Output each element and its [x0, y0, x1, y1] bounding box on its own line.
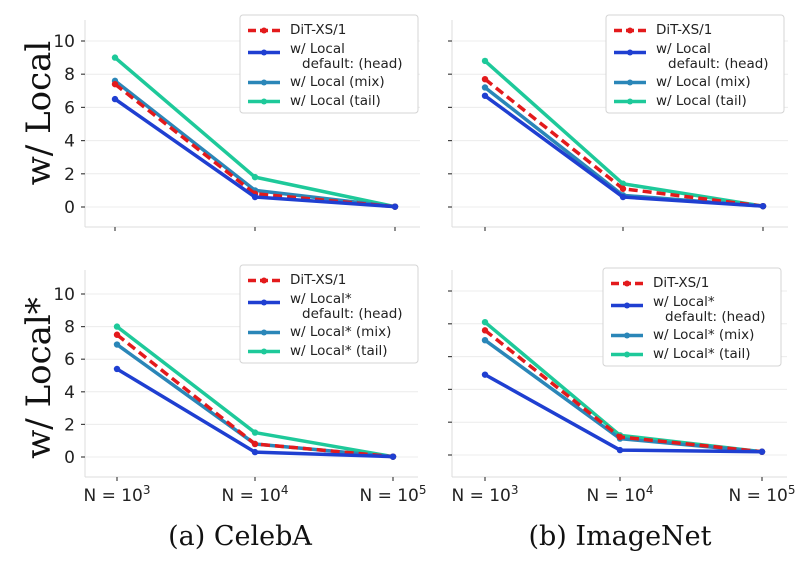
legend-marker — [627, 98, 633, 105]
legend-marker — [261, 348, 267, 355]
y-tick-label: 0 — [64, 198, 75, 218]
legend-box — [602, 267, 782, 367]
data-point — [619, 185, 627, 192]
legend-label-line2: default: (head) — [668, 56, 769, 72]
data-point — [481, 327, 489, 334]
data-point — [481, 337, 489, 344]
legend-label: DiT-XS/1 — [290, 22, 346, 38]
data-point — [481, 84, 489, 91]
legend-label: w/ Local — [656, 41, 711, 57]
legend-marker — [261, 329, 267, 336]
legend-label: w/ Local (tail) — [656, 93, 747, 109]
legend-label: w/ Local* (mix) — [653, 327, 754, 343]
y-tick-label: 0 — [64, 448, 75, 468]
legend-label: w/ Local — [290, 41, 345, 57]
data-point — [481, 371, 489, 378]
y-tick-label: 6 — [64, 98, 75, 118]
data-point — [616, 446, 624, 454]
y-tick-label: 10 — [53, 32, 75, 52]
legend-label-line2: default: (head) — [302, 306, 403, 322]
x-tick-label: N = 103 — [451, 483, 518, 506]
y-tick-label: 2 — [64, 165, 75, 185]
data-point — [251, 429, 259, 436]
legend-marker — [261, 299, 267, 306]
data-point — [111, 95, 119, 103]
data-point — [111, 54, 119, 61]
y-tick-label: 10 — [53, 285, 75, 305]
y-tick-label: 4 — [64, 383, 75, 403]
legend-box — [239, 264, 419, 364]
chart-panel-imagenet-local-star: N = 103 N = 104 N = 105 DiT-XS/1 w/ Local*de… — [448, 267, 796, 506]
legend-marker — [624, 351, 630, 358]
row-label-top: w/ Local — [19, 41, 59, 186]
legend-marker — [627, 27, 633, 34]
row-label-bottom: w/ Local* — [19, 297, 59, 459]
data-point — [481, 92, 489, 99]
legend-marker — [261, 49, 267, 56]
data-point — [251, 440, 259, 448]
data-point — [251, 193, 259, 201]
data-point — [391, 203, 399, 210]
col-label-left: (a) CelebA — [168, 521, 312, 552]
legend: DiT-XS/1 w/ Local*default: (head) w/ Local… — [239, 264, 419, 364]
y-tick-label: 8 — [64, 318, 75, 338]
data-point — [113, 365, 121, 373]
y-tick-label: 4 — [64, 132, 75, 152]
data-point — [113, 331, 121, 338]
legend-label: w/ Local* — [290, 291, 352, 307]
x-tick-label: N = 105 — [359, 483, 426, 506]
legend-marker — [261, 98, 267, 105]
y-tick-label: 6 — [64, 350, 75, 370]
legend-marker — [624, 280, 630, 287]
data-point — [481, 75, 489, 83]
data-point — [759, 202, 767, 210]
legend-label: w/ Local* (mix) — [290, 324, 391, 340]
legend-label: DiT-XS/1 — [656, 22, 712, 38]
legend-box — [605, 14, 785, 114]
data-point — [113, 323, 121, 330]
chart-panel-celeba-local-star: 0 2 4 6 8 10 N = 103 N = 104 N = 105 DiT-XS/1 w/ L… — [53, 264, 427, 506]
legend-label: DiT-XS/1 — [290, 272, 346, 288]
legend: DiT-XS/1 w/ Local*default: (head) w/ Local… — [602, 267, 782, 367]
x-tick-label: N = 103 — [83, 483, 150, 506]
y-tick-label: 8 — [64, 65, 75, 85]
data-point — [113, 341, 121, 348]
y-tick-label: 2 — [64, 415, 75, 435]
data-point — [481, 318, 489, 326]
legend-label: w/ Local* (tail) — [290, 343, 388, 359]
legend-marker — [627, 49, 633, 56]
data-point — [616, 433, 624, 441]
data-point — [758, 448, 766, 455]
legend-label-line2: default: (head) — [665, 309, 766, 325]
legend-label: w/ Local (tail) — [290, 93, 381, 109]
legend-box — [239, 14, 419, 114]
x-tick-label: N = 104 — [221, 483, 288, 506]
legend-label: w/ Local (mix) — [290, 74, 385, 90]
data-point — [389, 453, 397, 460]
legend-label: DiT-XS/1 — [653, 275, 709, 291]
legend-marker — [624, 302, 630, 309]
data-point — [481, 57, 489, 65]
data-point — [251, 448, 259, 456]
legend-marker — [261, 277, 267, 284]
legend-marker — [261, 27, 267, 34]
legend-marker — [261, 79, 267, 86]
x-tick-label: N = 104 — [586, 483, 653, 506]
data-point — [251, 173, 259, 181]
legend-label: w/ Local* — [653, 294, 715, 310]
legend-label: w/ Local* (tail) — [653, 346, 751, 362]
data-point — [111, 80, 119, 88]
legend-marker — [624, 332, 630, 339]
legend-label: w/ Local (mix) — [656, 74, 751, 90]
legend-marker — [627, 79, 633, 86]
legend-label-line2: default: (head) — [302, 56, 403, 72]
data-point — [619, 193, 627, 201]
x-tick-label: N = 105 — [728, 483, 795, 506]
col-label-right: (b) ImageNet — [528, 521, 711, 552]
